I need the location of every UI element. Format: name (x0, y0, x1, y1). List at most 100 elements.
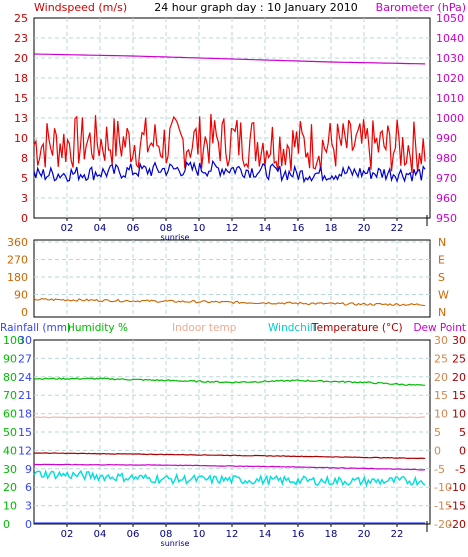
rainfall-axis-tick-label: 3 (25, 500, 32, 513)
temperature-axis-tick-label: -5 (455, 463, 466, 476)
humidity-axis-tick-label: 40 (3, 444, 17, 457)
windspeed-axis-tick-label: 20 (14, 52, 28, 65)
rainfall-axis-tick-label: 0 (25, 518, 32, 531)
indoor-temp-series-line (33, 416, 426, 419)
windspeed-axis-title: Windspeed (m/s) (34, 1, 127, 14)
temperature-panel-x-tick-label: 14 (259, 529, 272, 540)
wind-panel-x-tick-label: 14 (259, 223, 272, 234)
humidity-axis-tick-label: 80 (3, 371, 17, 384)
rainfall-axis-tick-label: 18 (18, 408, 32, 421)
direction-axis-tick-label: 180 (7, 271, 28, 284)
windspeed-axis-tick-label: 13 (14, 112, 28, 125)
sunrise-label: sunrise (161, 233, 190, 242)
windspeed-axis-tick-label: 0 (21, 212, 28, 225)
temperature-axis-tick-label: 25 (452, 352, 466, 365)
barometer-axis-tick-label: 1040 (436, 32, 464, 45)
temperature-panel-x-tick-label: 20 (358, 529, 371, 540)
humidity-axis-tick-label: 30 (3, 463, 17, 476)
barometer-axis-tick-label: 1050 (436, 12, 464, 25)
indoor-temp-axis-tick-label: 0 (434, 444, 441, 457)
wind-panel-x-tick-label: 18 (325, 223, 338, 234)
chart-title: 24 hour graph day : 10 January 2010 (154, 1, 358, 14)
compass-axis-tick-label: E (438, 254, 445, 267)
rainfall-axis-tick-label: 12 (18, 444, 32, 457)
temperature-legend-label: Temperature (°C) (311, 322, 403, 334)
barometer-axis-tick-label: 960 (436, 192, 457, 205)
temperature-panel-x-tick-label: 02 (61, 529, 74, 540)
indoor-temp-axis-tick-label: -5 (434, 463, 445, 476)
indoor-temp-axis-tick-label: 5 (434, 426, 441, 439)
humidity-axis-tick-label: 60 (3, 408, 17, 421)
indoor-temp-axis-tick-label: 20 (434, 371, 448, 384)
humidity-axis-tick-label: 0 (3, 518, 10, 531)
barometer-axis-tick-label: 1020 (436, 72, 464, 85)
barometer-axis-tick-label: 990 (436, 132, 457, 145)
windgust-series-line (33, 113, 426, 174)
wind-panel-x-tick-label: 10 (193, 223, 206, 234)
compass-axis-tick-label: W (438, 289, 449, 302)
windspeed-axis-tick-label: 15 (14, 92, 28, 105)
wind-panel-x-tick-label: 12 (226, 223, 239, 234)
wind-panel-x-tick-label: 04 (94, 223, 107, 234)
temperature-panel-x-tick-label: 22 (391, 529, 404, 540)
indoor-temp-axis-tick-label: 30 (434, 334, 448, 347)
barometer-axis-tick-label: 970 (436, 172, 457, 185)
temperature-panel-x-tick-label: 10 (193, 529, 206, 540)
humidity-legend-label: Humidity % (67, 322, 128, 334)
direction-axis-tick-label: 90 (14, 289, 28, 302)
temperature-panel-x-tick-label: 18 (325, 529, 338, 540)
indoor-temp-axis-tick-label: 25 (434, 352, 448, 365)
rainfall-axis-tick-label: 15 (18, 426, 32, 439)
temperature-axis-tick-label: 30 (452, 334, 466, 347)
windchill-legend-label: Windchill (268, 322, 316, 334)
windspeed-axis-tick-label: 18 (14, 72, 28, 85)
windspeed-axis-tick-label: 3 (21, 192, 28, 205)
temperature-axis-tick-label: 0 (459, 444, 466, 457)
barometer-axis-tick-label: 950 (436, 212, 457, 225)
barometer-axis-title: Barometer (hPa) (376, 1, 466, 14)
wind-panel-x-tick-label: 20 (358, 223, 371, 234)
temperature-axis-tick-label: 20 (452, 371, 466, 384)
direction-axis-tick-label: 270 (7, 254, 28, 267)
humidity-axis-tick-label: 70 (3, 389, 17, 402)
barometer-series-line (33, 53, 426, 65)
temperature-axis-tick-label: -15 (448, 500, 466, 513)
windchill-series-line (33, 469, 426, 488)
indoor-temp-axis-tick-label: -15 (434, 500, 452, 513)
indoor-temp-axis-tick-label: -20 (434, 518, 452, 531)
temperature-axis-tick-label: 15 (452, 389, 466, 402)
temperature-panel-x-tick-label: 12 (226, 529, 239, 540)
rainfall-axis-tick-label: 6 (25, 481, 32, 494)
rainfall-legend-label: Rainfall (mm) (0, 322, 71, 334)
direction-axis-tick-label: 0 (21, 306, 28, 319)
temperature-panel-x-tick-label: 08 (160, 529, 173, 540)
temperature-axis-tick-label: 10 (452, 408, 466, 421)
indoor-temp-legend-label: Indoor temp (172, 322, 237, 334)
rainfall-axis-tick-label: 27 (18, 352, 32, 365)
windspeed-axis-tick-label: 25 (14, 12, 28, 25)
wind-panel-x-tick-label: 02 (61, 223, 74, 234)
wind-direction-series-line (33, 297, 426, 307)
direction-axis-tick-label: 360 (7, 236, 28, 249)
wind-panel-x-tick-label: 22 (391, 223, 404, 234)
barometer-axis-tick-label: 1010 (436, 92, 464, 105)
indoor-temp-axis-tick-label: 15 (434, 389, 448, 402)
temperature-panel-x-tick-label: 06 (127, 529, 140, 540)
humidity-axis-tick-label: 50 (3, 426, 17, 439)
temperature-panel-x-tick-label: 16 (292, 529, 305, 540)
compass-axis-tick-label: S (438, 271, 445, 284)
barometer-axis-tick-label: 1000 (436, 112, 464, 125)
humidity-axis-tick-label: 20 (3, 481, 17, 494)
humidity-series-line (33, 377, 426, 386)
rainfall-axis-tick-label: 9 (25, 463, 32, 476)
rainfall-axis-tick-label: 30 (18, 334, 32, 347)
rainfall-axis-tick-label: 21 (18, 389, 32, 402)
windspeed-axis-tick-label: 5 (21, 172, 28, 185)
windspeed-series-line (33, 159, 426, 184)
compass-axis-tick-label: N (438, 306, 446, 319)
dew-point-series-line (33, 463, 426, 471)
barometer-axis-tick-label: 1030 (436, 52, 464, 65)
wind-panel-x-tick-label: 16 (292, 223, 305, 234)
temperature-axis-tick-label: 5 (459, 426, 466, 439)
